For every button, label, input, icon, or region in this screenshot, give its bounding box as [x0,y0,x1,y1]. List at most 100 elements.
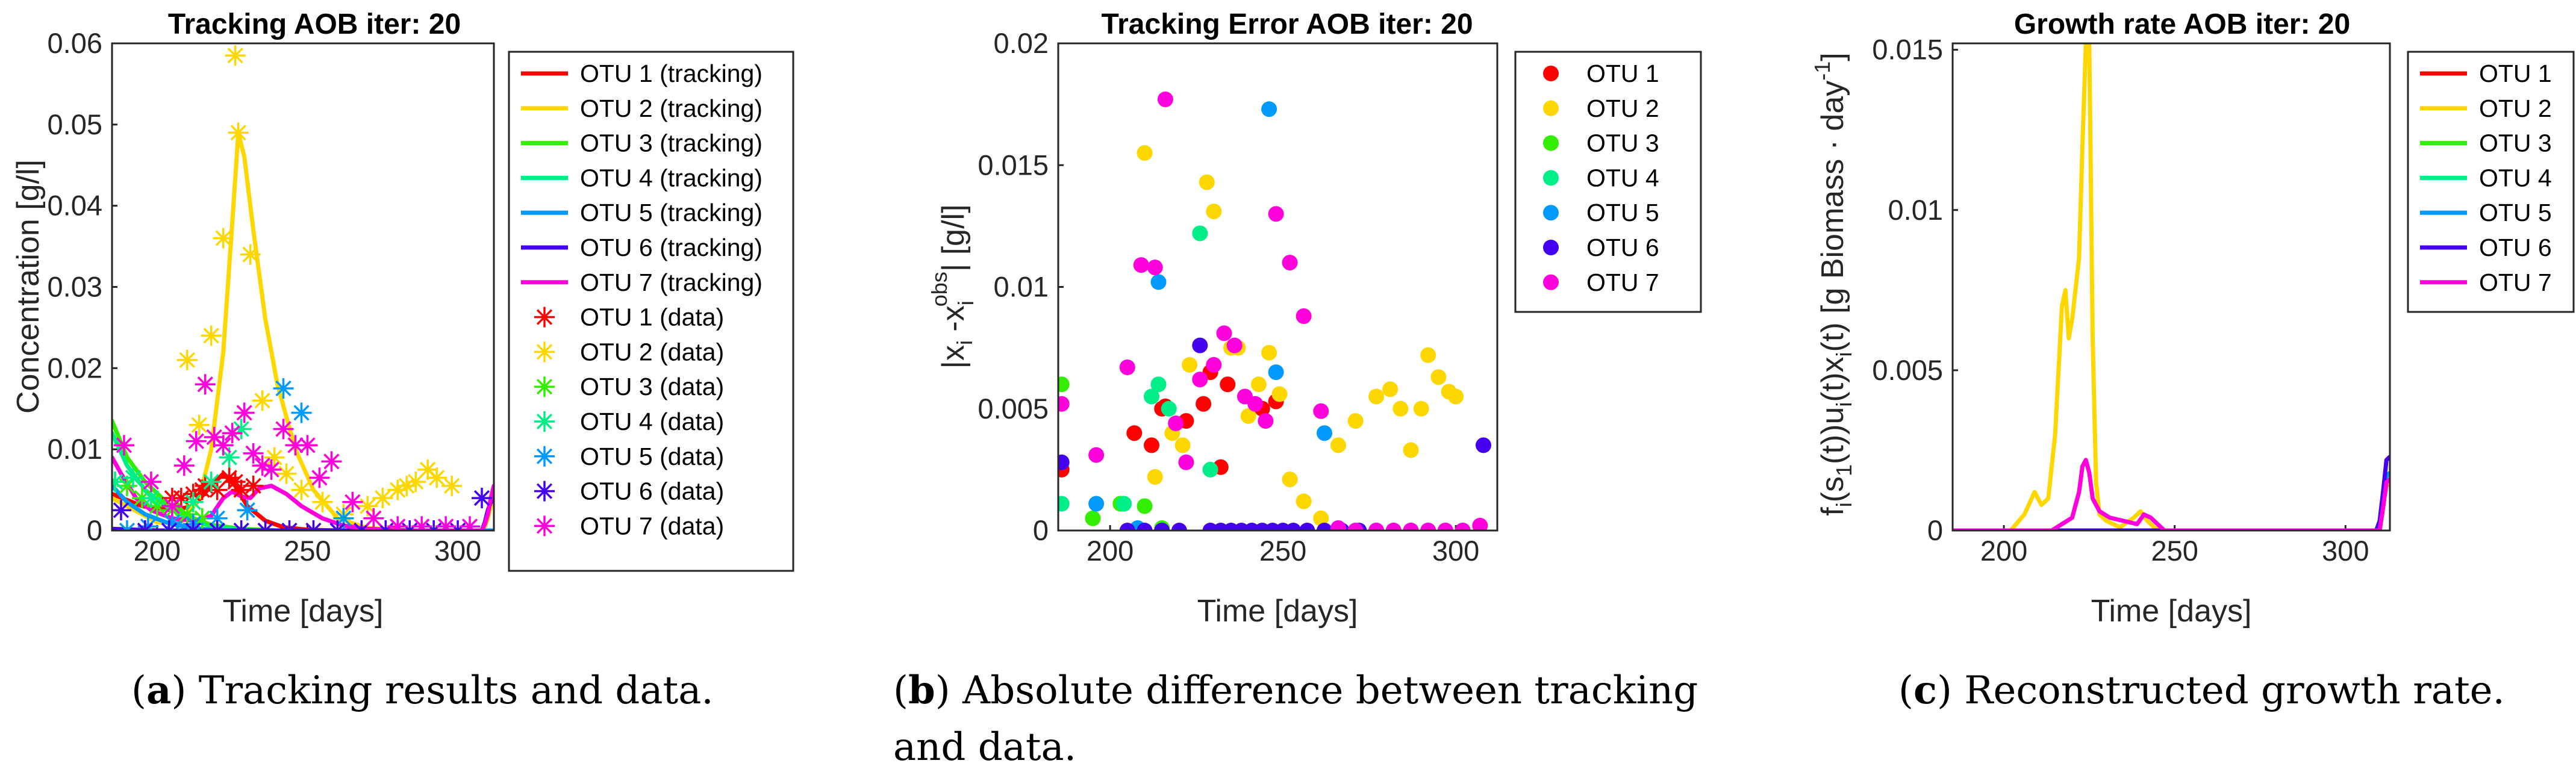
panel-b-legend-marker-4 [1543,170,1559,186]
panel-a-data-point-otu-6 [231,520,252,531]
panel-b-point-otu-7 [1147,260,1163,276]
panel-a-legend-label-3: OTU 3 (tracking) [580,129,763,157]
panel-c-legend-label-3: OTU 3 [2479,129,2552,157]
panel-a-data-point-otu-6 [182,520,204,531]
panel-c-plot-area [1953,43,2390,531]
panel-c-legend-label-6: OTU 6 [2479,234,2552,261]
panel-a-legend-marker-12 [534,446,555,467]
panel-b-point-otu-7 [1258,413,1274,429]
panel-b-legend-marker-1 [1543,66,1559,81]
panel-a-data-point-otu-5 [237,500,258,521]
panel-a-ytick-label: 0.04 [48,190,102,222]
panel-a-data-point-otu-5 [116,520,137,531]
panel-b-point-otu-6 [1171,523,1187,531]
panel-c-legend-label-4: OTU 4 [2479,164,2552,191]
panel-b-title: Tracking Error AOB iter: 20 [1101,8,1473,40]
panel-a-legend-label-13: OTU 6 (data) [580,478,724,505]
panel-a-data-point-otu-2 [225,45,246,66]
panel-b-point-otu-7 [1282,255,1298,271]
panel-a-data-point-otu-2 [441,475,463,496]
panel-b-point-otu-4 [1192,225,1208,241]
panel-a-data-point-otu-7 [243,443,264,464]
panel-a-data-point-otu-7 [285,435,306,456]
caption-a-text: Tracking results and data. [186,668,713,713]
panel-b-point-otu-2 [1240,408,1256,424]
panel-a-title: Tracking AOB iter: 20 [168,8,461,40]
panel-a-data-point-otu-6 [351,520,372,531]
panel-a-data-point-otu-2 [201,325,222,346]
caption-b: (b) Absolute difference between tracking [893,668,1698,713]
panel-a-data-point-otu-2 [426,467,448,488]
panel-a-data-point-otu-6 [327,520,348,531]
panel-b-point-otu-4 [1116,496,1132,512]
panel-a-legend-label-6: OTU 6 (tracking) [580,234,763,261]
panel-b-point-otu-7 [1088,447,1105,463]
panel-b-xlabel: Time [days] [1197,594,1358,629]
panel-b-point-otu-1 [1196,396,1212,412]
panel-b-point-otu-7 [1437,523,1453,531]
panel-a-xlabel: Time [days] [223,594,384,629]
panel-b-point-otu-2 [1448,388,1464,405]
panel-a-legend-label-4: OTU 4 (tracking) [580,164,763,191]
panel-a-ytick-label: 0.06 [48,27,102,59]
caption-c-label: c [1913,668,1937,713]
panel-c-legend-label-5: OTU 5 [2479,199,2552,226]
panel-b-point-otu-6 [1058,454,1070,470]
panel-b-ylabel-sub-i2: i [953,300,978,305]
panel-a-data-point-otu-4 [112,471,125,493]
panel-b-point-otu-4 [1150,376,1167,393]
panel-b-point-otu-6 [1154,523,1170,531]
panel-a-legend-label-1: OTU 1 (tracking) [580,60,763,87]
panel-b-point-otu-2 [1330,437,1346,453]
panel-b-point-otu-2 [1368,388,1385,405]
panel-b-plot-area [1058,92,1491,531]
panel-b-frame [1057,42,1499,532]
panel-b-point-otu-2 [1413,400,1429,417]
panel-c-frame [1951,42,2391,532]
panel-a-data-point-otu-2 [213,228,234,249]
panel-a-data-point-otu-7 [186,431,207,452]
panel-b-point-otu-7 [1133,257,1149,273]
panel-b: Tracking Error AOB iter: 20 200 250 300 0 0.… [927,8,1702,629]
panel-a-legend-label-11: OTU 4 (data) [580,408,724,435]
panel-a-data-point-otu-6 [255,520,276,531]
panel-c-ytick-label: 0 [1927,514,1943,546]
panel-a-data-point-otu-7 [411,516,432,531]
panel-a-frame [111,42,495,532]
panel-b-point-otu-5 [1150,274,1167,290]
panel-a-data-point-otu-5 [291,402,312,423]
caption-a: (a) Tracking results and data. [131,668,714,713]
panel-a-data-point-otu-2 [228,122,249,143]
panel-b-point-otu-2 [1296,493,1312,509]
panel-a-data-point-otu-7 [309,467,330,488]
panel-b-legend: OTU 1 OTU 2 OTU 3 OTU 4 OTU 5 OTU 6 OTU 7 [1543,60,1659,296]
panel-b-point-otu-1 [1126,425,1143,441]
panel-a-data-point-otu-2 [252,390,273,411]
panel-a-data-point-otu-6 [207,520,228,531]
panel-a-legend-marker-13 [534,481,555,502]
panel-b-point-otu-5 [1261,101,1277,117]
panel-b-point-otu-2 [1147,469,1163,485]
panel-a-legend-box [508,51,794,572]
panel-b-point-otu-2 [1403,442,1419,458]
panel-a-data-point-otu-7 [321,451,342,472]
panel-a-data-point-otu-7 [435,516,457,531]
panel-a-ytick-label: 0 [87,514,102,546]
panel-b-point-otu-7 [1385,523,1402,531]
panel-a-data-point-otu-7 [195,374,216,395]
panel-b-point-otu-6 [1299,523,1315,531]
caption-c: (c) Reconstructed growth rate. [1898,668,2505,713]
panel-a-data-point-otu-2 [189,414,210,435]
panel-a-ytick-label: 0.03 [48,271,102,303]
panel-b-point-otu-2 [1282,471,1298,488]
panel-a-legend-label-9: OTU 2 (data) [580,338,724,366]
panel-b-ytick-label: 0.01 [994,271,1049,303]
panel-b-point-otu-2 [1261,344,1277,361]
panel-b-ytick-label: 0.005 [978,393,1049,425]
panel-b-point-otu-2 [1313,510,1329,526]
panel-b-point-otu-7 [1119,359,1135,375]
panel-c-ytick-label: 0.015 [1872,34,1943,66]
panel-b-point-otu-5 [1268,364,1284,381]
panel-b-point-otu-7 [1472,517,1488,531]
